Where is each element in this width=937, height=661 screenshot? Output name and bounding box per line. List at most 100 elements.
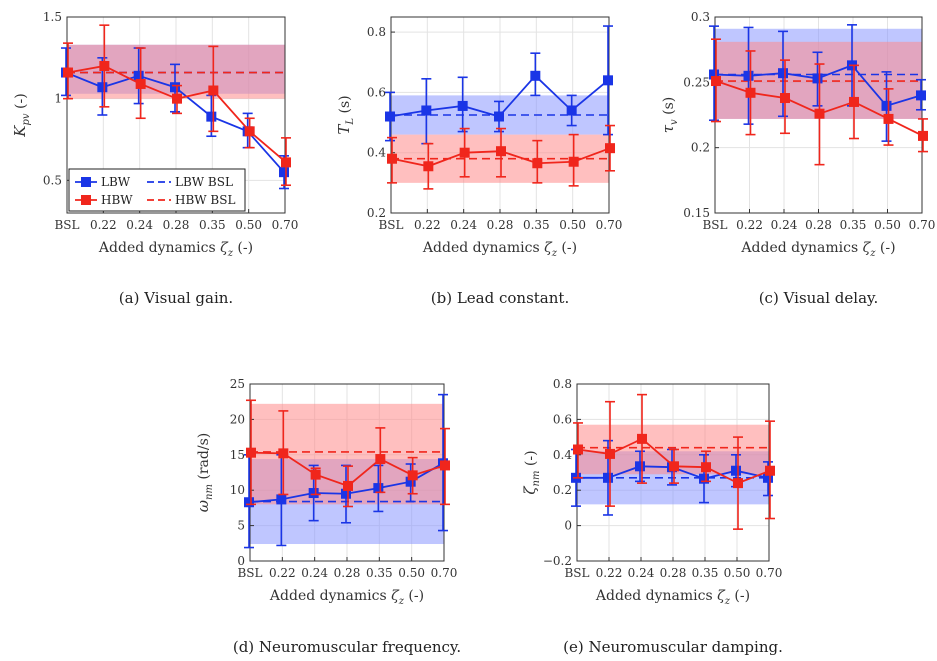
legend: LBW LBW BSL HBW HBW BSL: [68, 168, 246, 212]
data-point: [530, 70, 541, 81]
data-point: [135, 78, 146, 89]
xtick-label: BSL: [702, 218, 727, 232]
legend-label: HBW: [101, 193, 133, 207]
xtick-label: 0.28: [163, 218, 190, 232]
data-point: [208, 85, 219, 96]
ytick-label: 25: [230, 377, 245, 391]
xtick-label: 0.50: [559, 218, 586, 232]
data-point: [605, 143, 615, 154]
y-axis-label: Kpv (-): [11, 93, 32, 137]
data-point: [310, 469, 321, 480]
xtick-label: 0.70: [431, 566, 458, 580]
subfigure-caption: (e) Neuromuscular damping.: [563, 638, 783, 656]
xtick-label: 0.70: [909, 218, 936, 232]
data-point: [916, 90, 926, 101]
data-point: [407, 470, 418, 481]
data-point: [308, 488, 319, 499]
xtick-label: 0.50: [398, 566, 425, 580]
series-lbw: [385, 25, 613, 145]
ytick-label: 0.3: [691, 10, 710, 24]
xtick-label: BSL: [54, 218, 79, 232]
ytick-label: 10: [230, 483, 245, 497]
xtick-label: 0.22: [269, 566, 296, 580]
x-axis-label: Added dynamics ζz (-): [422, 240, 577, 259]
data-point: [883, 113, 894, 124]
data-point: [731, 465, 741, 476]
data-point: [373, 483, 384, 494]
data-point: [743, 70, 754, 81]
data-point: [637, 433, 647, 444]
data-point: [763, 472, 773, 483]
xtick-label: 0.28: [487, 218, 514, 232]
ytick-label: 1.5: [43, 10, 62, 24]
xtick-label: 0.22: [414, 218, 441, 232]
data-point: [170, 82, 180, 93]
xtick-label: 0.22: [596, 566, 623, 580]
data-point: [778, 68, 788, 79]
ytick-label: 0.8: [553, 377, 572, 391]
xtick-label: 0.28: [660, 566, 687, 580]
xtick-label: 0.70: [272, 218, 299, 232]
ytick-label: 0.2: [691, 141, 710, 155]
data-point: [573, 444, 583, 455]
subfigure-caption: (b) Lead constant.: [431, 289, 569, 307]
data-point: [812, 73, 823, 84]
data-point: [918, 130, 928, 141]
data-point: [279, 167, 289, 178]
data-point: [375, 454, 386, 465]
data-point: [699, 473, 709, 484]
data-point: [281, 157, 291, 168]
ytick-label: 15: [230, 448, 245, 462]
ytick-label: 0.2: [367, 206, 386, 220]
y-axis-label: τv (s): [659, 97, 680, 134]
series-hbw: [711, 38, 928, 166]
xtick-label: 0.22: [736, 218, 763, 232]
data-point: [603, 472, 613, 483]
series-hbw: [246, 399, 450, 508]
ytick-label: 0.6: [553, 412, 572, 426]
data-point: [244, 497, 254, 508]
xtick-label: 0.35: [523, 218, 550, 232]
data-point: [605, 448, 615, 459]
xtick-label: 0.28: [334, 566, 361, 580]
chart-e: −0.2 0 0.2 0.4 0.6 0.8 BSL 0.22 0.24 0.28 0.35 0.50…: [521, 377, 783, 656]
data-point: [387, 153, 397, 164]
xtick-label: 0.70: [596, 218, 623, 232]
y-axis-label: TL (s): [335, 95, 356, 134]
x-axis-label: Added dynamics ζz (-): [740, 240, 895, 259]
series-hbw: [63, 24, 291, 187]
x-axis-label: Added dynamics ζz (-): [595, 588, 750, 607]
legend-marker: [81, 195, 91, 205]
xtick-label: 0.24: [126, 218, 153, 232]
data-point: [63, 67, 73, 78]
data-point: [568, 156, 579, 167]
legend-box: [68, 168, 246, 212]
ytick-label: 0.25: [683, 75, 710, 89]
data-point: [745, 87, 756, 98]
data-point: [276, 494, 287, 505]
xtick-label: BSL: [237, 566, 262, 580]
data-point: [172, 93, 182, 104]
data-point: [99, 61, 110, 71]
data-point: [711, 76, 721, 87]
ytick-label: 0.15: [683, 206, 710, 220]
data-point: [457, 100, 468, 111]
chart-a: 0.5 1 1.5 BSL 0.22 0.24 0.28 0.35 0.50 0.70 Kpv (-…: [11, 10, 298, 307]
ytick-label: 0.4: [367, 146, 386, 160]
data-point: [244, 126, 255, 137]
x-axis-label: Added dynamics ζz (-): [269, 588, 424, 607]
xtick-label: 0.24: [450, 218, 477, 232]
data-point: [133, 70, 144, 81]
data-point: [814, 108, 825, 119]
x-axis-label: Added dynamics ζz (-): [98, 240, 253, 259]
data-point: [405, 476, 416, 487]
y-axis-label: ζnm (-): [521, 450, 542, 494]
xtick-label: 0.24: [301, 566, 328, 580]
data-point: [278, 448, 289, 459]
data-point: [849, 96, 859, 107]
xtick-label: 0.50: [874, 218, 901, 232]
xtick-label: 0.35: [692, 566, 719, 580]
xtick-label: BSL: [564, 566, 589, 580]
data-point: [206, 111, 217, 122]
xtick-label: 0.22: [90, 218, 117, 232]
